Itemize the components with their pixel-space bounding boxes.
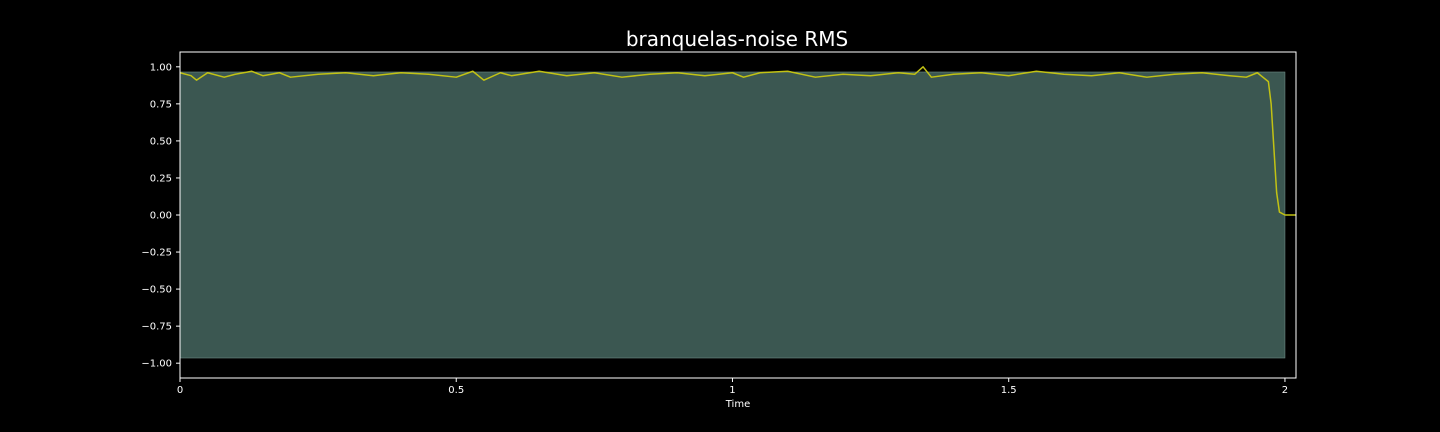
rms-line <box>179 66 1296 216</box>
chart-title: branquelas-noise RMS <box>626 27 848 51</box>
y-tick-label: −0.75 <box>141 322 172 333</box>
x-tick-label: 2 <box>1282 385 1288 396</box>
waveform-band <box>179 71 1286 359</box>
y-tick-label: −0.25 <box>141 248 172 259</box>
y-tick-label: −0.50 <box>141 285 172 296</box>
y-tick-label: 0.25 <box>150 173 172 184</box>
x-tick-label: 0 <box>177 385 183 396</box>
y-axis: 1.00 0.75 0.50 0.25 0.00 −0.25 −0.50 −0.75 −1.00 <box>141 62 180 370</box>
x-tick-label: 1.5 <box>1001 385 1017 396</box>
y-tick-label: 0.75 <box>150 99 172 110</box>
x-axis-label: Time <box>725 399 750 410</box>
x-tick-label: 0.5 <box>448 385 464 396</box>
x-axis: 0 0.5 1 1.5 2 <box>177 378 1288 396</box>
y-tick-label: −1.00 <box>141 359 172 370</box>
y-tick-label: 0.50 <box>150 136 172 147</box>
plot-area <box>179 66 1296 359</box>
y-tick-label: 0.00 <box>150 211 172 222</box>
y-tick-label: 1.00 <box>150 62 172 73</box>
x-tick-label: 1 <box>729 385 735 396</box>
